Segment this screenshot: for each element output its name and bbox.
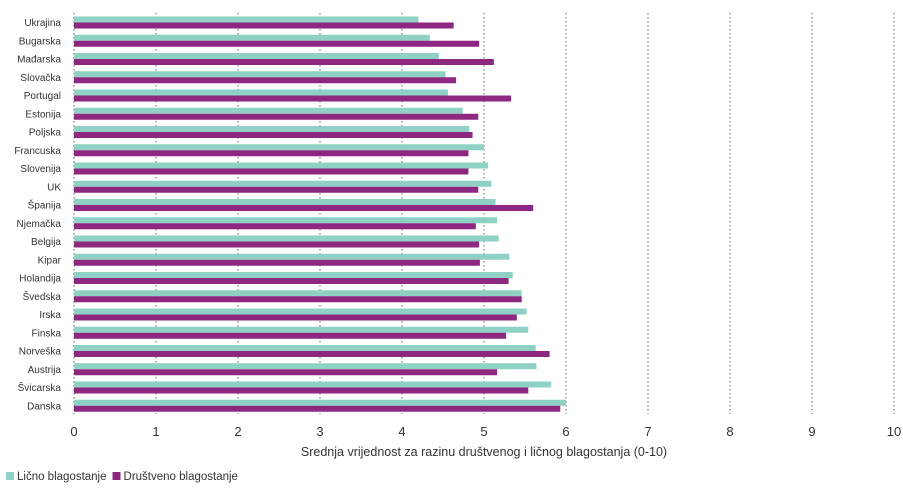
legend-label: Društveno blagostanje bbox=[124, 471, 238, 483]
category-label: Španija bbox=[28, 199, 62, 212]
bar-drustveno-blagostanje bbox=[74, 405, 561, 412]
bar-licno-blagostanje bbox=[74, 272, 513, 278]
x-tick-label: 10 bbox=[887, 424, 901, 439]
bars bbox=[74, 16, 566, 412]
bar-drustveno-blagostanje bbox=[74, 168, 469, 175]
bar-licno-blagostanje bbox=[74, 235, 499, 242]
bar-drustveno-blagostanje bbox=[74, 113, 479, 120]
category-label: Švedska bbox=[23, 290, 62, 303]
bar-licno-blagostanje bbox=[74, 308, 527, 315]
bar-licno-blagostanje bbox=[74, 71, 446, 78]
category-label: Bugarska bbox=[19, 36, 62, 47]
bar-licno-blagostanje bbox=[74, 53, 439, 59]
category-label: Mađarska bbox=[17, 55, 61, 66]
category-label: UK bbox=[47, 182, 61, 193]
category-label: Portugal bbox=[24, 91, 61, 102]
x-tick-label: 9 bbox=[808, 424, 815, 439]
bar-drustveno-blagostanje bbox=[74, 314, 517, 321]
bar-drustveno-blagostanje bbox=[74, 332, 507, 339]
bar-licno-blagostanje bbox=[74, 34, 430, 41]
bar-licno-blagostanje bbox=[74, 199, 496, 205]
bar-drustveno-blagostanje bbox=[74, 95, 512, 102]
bar-licno-blagostanje bbox=[74, 180, 492, 187]
category-label: Njemačka bbox=[17, 219, 62, 230]
bar-licno-blagostanje bbox=[74, 107, 463, 114]
bar-drustveno-blagostanje bbox=[74, 387, 529, 394]
legend-label: Lično blagostanje bbox=[17, 471, 107, 483]
category-label: Danska bbox=[27, 401, 61, 412]
bar-licno-blagostanje bbox=[74, 144, 484, 151]
category-label: Kipar bbox=[38, 255, 62, 266]
bar-licno-blagostanje bbox=[74, 345, 536, 351]
x-tick-label: 1 bbox=[152, 424, 159, 439]
bar-drustveno-blagostanje bbox=[74, 278, 509, 284]
bar-licno-blagostanje bbox=[74, 217, 498, 224]
x-tick-label: 0 bbox=[70, 424, 77, 439]
category-labels: Ukrajina Bugarska Mađarska Slovačka Portugal… bbox=[14, 18, 61, 412]
x-tick-label: 6 bbox=[562, 424, 569, 439]
bar-licno-blagostanje bbox=[74, 16, 419, 23]
bar-drustveno-blagostanje bbox=[74, 205, 534, 211]
legend: Lično blagostanje Društveno blagostanje bbox=[6, 471, 238, 483]
bar-drustveno-blagostanje bbox=[74, 59, 494, 65]
x-tick-label: 3 bbox=[316, 424, 323, 439]
category-label: Finska bbox=[32, 328, 62, 339]
bar-drustveno-blagostanje bbox=[74, 369, 498, 376]
bar-drustveno-blagostanje bbox=[74, 259, 480, 266]
legend-swatch bbox=[112, 472, 121, 480]
x-tick-label: 7 bbox=[644, 424, 651, 439]
legend-swatch bbox=[6, 472, 14, 480]
grid-layer bbox=[73, 13, 895, 414]
bar-licno-blagostanje bbox=[74, 326, 529, 333]
bar-licno-blagostanje bbox=[74, 253, 510, 260]
category-label: Norveška bbox=[19, 347, 62, 358]
x-axis-title: Srednja vrijednost za razinu društvenog … bbox=[301, 445, 667, 459]
x-tick-label: 8 bbox=[726, 424, 733, 439]
category-label: Irska bbox=[39, 310, 61, 321]
x-tick-label: 5 bbox=[480, 424, 487, 439]
bar-drustveno-blagostanje bbox=[74, 223, 476, 230]
x-tick-labels: 0 1 2 3 4 5 6 7 8 9 10 bbox=[70, 424, 901, 439]
category-label: Francuska bbox=[14, 146, 61, 157]
x-tick-label: 4 bbox=[398, 424, 405, 439]
category-label: Poljska bbox=[29, 128, 62, 139]
category-label: Ukrajina bbox=[24, 18, 61, 29]
bar-licno-blagostanje bbox=[74, 162, 489, 169]
category-label: Švicarska bbox=[18, 381, 62, 394]
bar-licno-blagostanje bbox=[74, 126, 470, 132]
bar-drustveno-blagostanje bbox=[74, 351, 550, 357]
bar-licno-blagostanje bbox=[74, 89, 448, 96]
category-label: Austrija bbox=[28, 365, 62, 376]
category-label: Slovenija bbox=[20, 164, 61, 175]
bar-drustveno-blagostanje bbox=[74, 296, 522, 303]
category-label: Estonija bbox=[25, 109, 61, 120]
bar-licno-blagostanje bbox=[74, 290, 522, 297]
category-label: Holandija bbox=[19, 274, 61, 285]
bar-licno-blagostanje bbox=[74, 363, 537, 370]
bar-licno-blagostanje bbox=[74, 381, 552, 388]
category-label: Belgija bbox=[31, 237, 61, 248]
bar-drustveno-blagostanje bbox=[74, 77, 457, 84]
bar-drustveno-blagostanje bbox=[74, 186, 479, 193]
bar-drustveno-blagostanje bbox=[74, 241, 480, 248]
bar-drustveno-blagostanje bbox=[74, 150, 469, 157]
bar-drustveno-blagostanje bbox=[74, 40, 480, 47]
category-label: Slovačka bbox=[20, 73, 61, 84]
bar-licno-blagostanje bbox=[74, 399, 566, 406]
bar-drustveno-blagostanje bbox=[74, 132, 473, 138]
x-tick-label: 2 bbox=[234, 424, 241, 439]
bar-drustveno-blagostanje bbox=[74, 22, 454, 29]
